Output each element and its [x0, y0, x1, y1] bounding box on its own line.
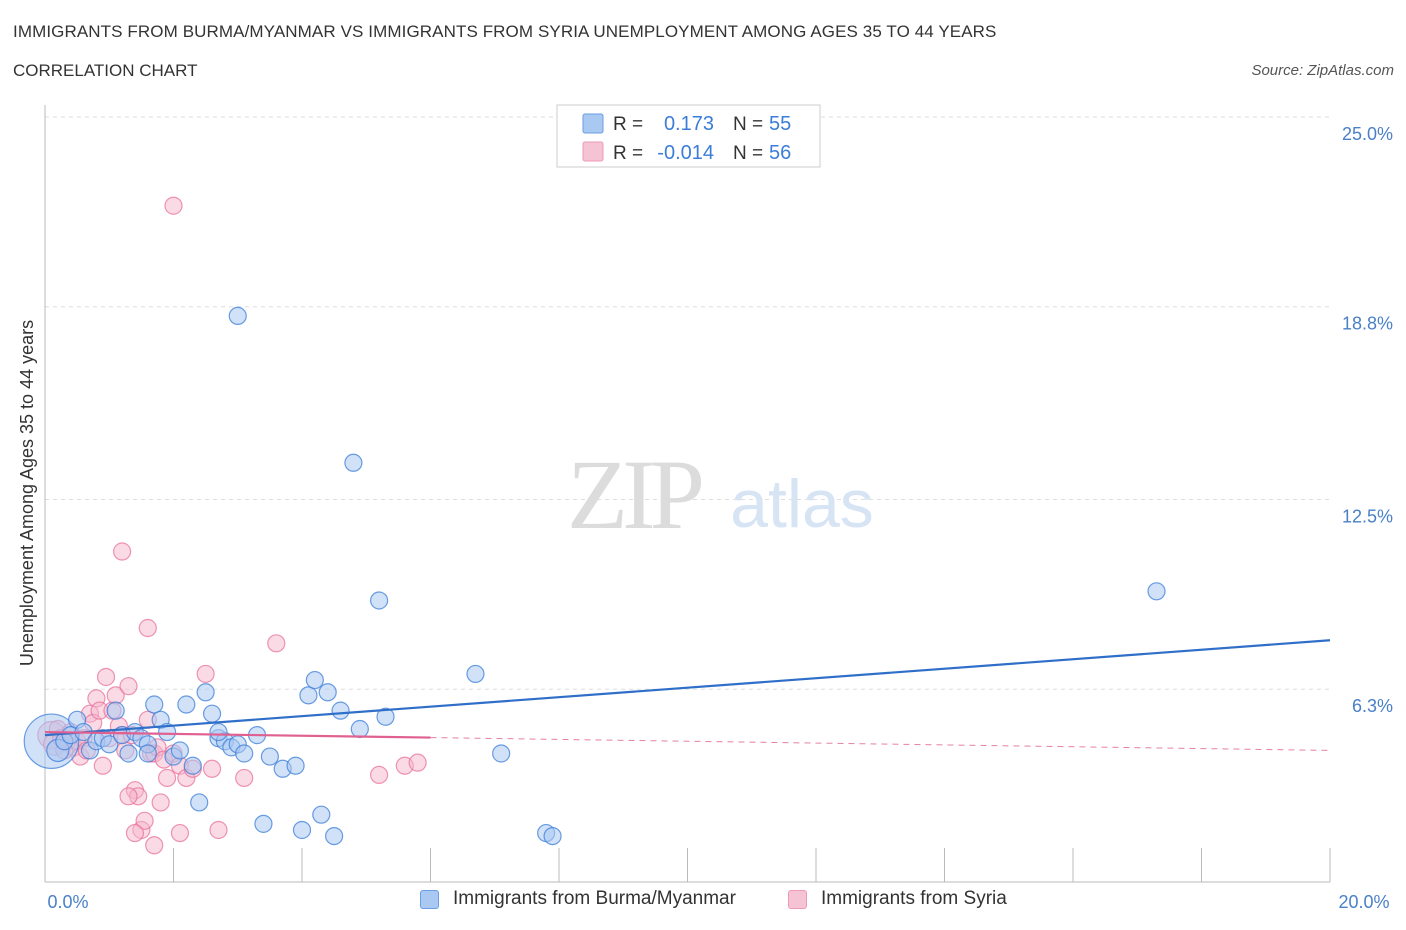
- x-tick-label-max: 20.0%: [1338, 892, 1389, 912]
- syria-trend-line-dashed: [430, 737, 1331, 751]
- burma-point: [331, 701, 350, 720]
- syria-point: [151, 793, 170, 812]
- burma-point: [344, 453, 363, 472]
- burma-point: [209, 722, 228, 742]
- burma-point: [228, 306, 247, 325]
- syria-point: [408, 753, 427, 772]
- stats-r-label-pink: R =: [613, 143, 643, 164]
- burma-point: [286, 756, 305, 775]
- y-tick-label: 25.0%: [1342, 124, 1393, 144]
- syria-point: [112, 542, 132, 561]
- source-credit: Source: ZipAtlas.com: [1251, 62, 1394, 79]
- legend-swatch-syria: [788, 889, 807, 909]
- stats-legend: R = 0.173 N = 55 R = -0.014 N = 56: [556, 104, 821, 168]
- burma-point: [202, 704, 222, 723]
- watermark-zip: ZIP: [567, 439, 701, 550]
- stats-swatch-pink: [582, 141, 604, 162]
- watermark: ZIP atlas: [567, 439, 874, 550]
- legend-label-syria: Immigrants from Syria: [821, 888, 1007, 909]
- syria-point: [196, 664, 215, 684]
- burma-point: [170, 741, 190, 760]
- burma-point: [260, 747, 279, 766]
- series-burma-points: [23, 306, 1166, 846]
- y-tick-label: 18.8%: [1342, 314, 1393, 334]
- bottom-legend: Immigrants from Burma/Myanmar Immigrants…: [0, 888, 1406, 918]
- burma-point: [318, 683, 337, 702]
- syria-point: [235, 768, 254, 788]
- y-tick-label: 12.5%: [1342, 507, 1393, 527]
- stats-r-label-blue: R =: [613, 114, 643, 135]
- syria-point: [267, 634, 286, 653]
- watermark-atlas: atlas: [730, 466, 874, 542]
- burma-point: [100, 735, 119, 754]
- axes: [44, 105, 1331, 883]
- burma-point: [299, 686, 318, 705]
- burma-point: [292, 820, 312, 840]
- stats-n-value-blue: 55: [769, 113, 791, 135]
- burma-point: [190, 793, 209, 812]
- burma-point: [1147, 582, 1166, 601]
- burma-point: [138, 744, 157, 763]
- burma-point: [376, 707, 395, 726]
- syria-point: [135, 811, 154, 830]
- burma-point: [350, 719, 369, 739]
- syria-point: [164, 196, 183, 215]
- syria-point: [202, 759, 222, 778]
- chart-subtitle: CORRELATION CHART: [13, 61, 198, 80]
- syria-point: [93, 756, 112, 775]
- syria-point: [370, 765, 389, 785]
- burma-point: [312, 805, 331, 824]
- x-tick-label-min: 0.0%: [47, 892, 88, 912]
- burma-point: [492, 744, 511, 763]
- legend-item-syria[interactable]: Immigrants from Syria: [788, 888, 1007, 910]
- burma-trend-line: [44, 639, 1331, 737]
- stats-r-value-pink: -0.014: [657, 142, 714, 164]
- legend-item-burma[interactable]: Immigrants from Burma/Myanmar: [420, 888, 736, 910]
- burma-point: [325, 826, 344, 846]
- syria-point: [170, 823, 190, 843]
- burma-point: [196, 683, 215, 702]
- stats-swatch-blue: [582, 113, 604, 134]
- syria-point: [157, 768, 177, 788]
- syria-point: [96, 667, 116, 687]
- y-tick-label: 6.3%: [1352, 696, 1393, 716]
- stats-n-value-pink: 56: [769, 142, 791, 164]
- burma-point: [177, 695, 196, 714]
- legend-swatch-burma: [420, 889, 439, 909]
- syria-trend-line: [44, 730, 431, 739]
- syria-point: [145, 836, 164, 855]
- syria-point: [119, 677, 138, 696]
- syria-point: [125, 823, 145, 843]
- burma-point: [183, 756, 202, 775]
- y-tick-labels: 6.3% 12.5% 18.8% 25.0%: [1342, 124, 1393, 716]
- burma-point: [157, 722, 177, 742]
- syria-point: [138, 618, 157, 638]
- burma-point: [466, 664, 485, 684]
- burma-point: [235, 744, 254, 763]
- stats-n-label-blue: N =: [733, 114, 763, 135]
- syria-point: [119, 787, 138, 806]
- stats-n-label-pink: N =: [733, 143, 763, 164]
- burma-point: [370, 591, 389, 610]
- burma-point: [145, 695, 164, 714]
- grid-layer: [45, 116, 1330, 690]
- stats-r-value-blue: 0.173: [664, 113, 714, 135]
- chart-title: IMMIGRANTS FROM BURMA/MYANMAR VS IMMIGRA…: [13, 22, 997, 41]
- burma-point: [119, 744, 138, 763]
- legend-label-burma: Immigrants from Burma/Myanmar: [453, 888, 736, 909]
- burma-point: [305, 670, 324, 690]
- trend-lines: [44, 639, 1331, 751]
- burma-point: [106, 701, 125, 720]
- syria-point: [209, 820, 228, 840]
- y-axis-label: Unemployment Among Ages 35 to 44 years: [17, 320, 37, 666]
- burma-point: [543, 826, 562, 846]
- burma-point: [254, 814, 273, 833]
